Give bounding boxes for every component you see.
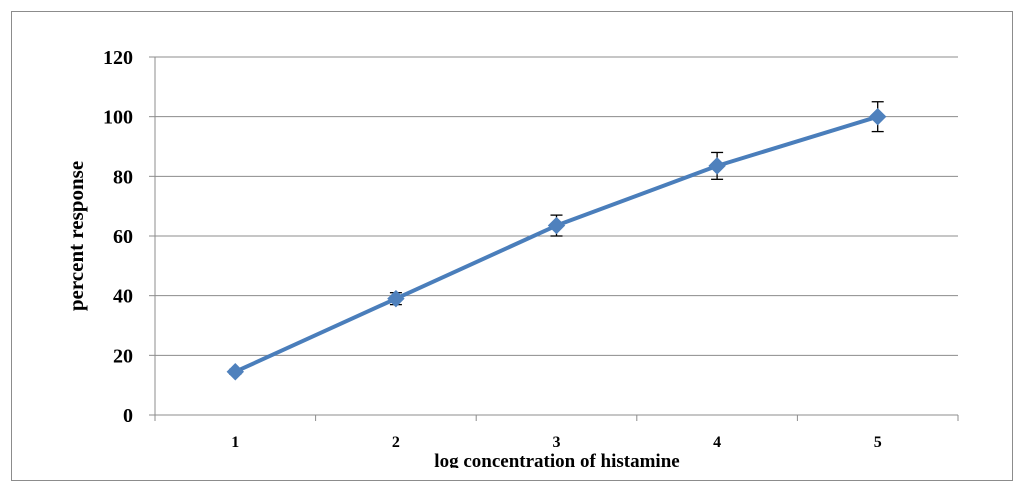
data-series: [226, 101, 887, 381]
line-chart: 0 20 40 60 80 100 120 1 2 3 4 5 percent response l…: [64, 47, 959, 468]
y-tick-label: 80: [113, 166, 133, 188]
x-tick-label: 5: [874, 434, 882, 451]
x-tick-labels: 1 2 3 4 5: [231, 434, 881, 451]
series-line: [233, 114, 880, 374]
y-tick-label: 40: [113, 286, 133, 308]
gridlines: [155, 56, 958, 356]
data-point-marker: [708, 157, 726, 175]
y-tick-label: 0: [123, 405, 133, 427]
x-tick-label: 2: [392, 434, 400, 451]
y-tick-label: 60: [113, 226, 133, 248]
y-tick-labels: 0 20 40 60 80 100 120: [103, 47, 133, 427]
data-point-marker: [226, 363, 245, 381]
y-tick-label: 100: [103, 107, 133, 129]
y-axis-title: percent response: [64, 161, 88, 311]
y-tick-label: 120: [103, 47, 133, 69]
x-tick-label: 4: [713, 434, 721, 451]
y-tick-label: 20: [113, 345, 133, 367]
axes: [149, 56, 959, 421]
data-point-marker: [547, 216, 566, 235]
x-tick-label: 1: [231, 434, 239, 451]
data-point-marker: [387, 289, 405, 308]
x-axis-title: log concentration of histamine: [434, 451, 679, 468]
x-tick-label: 3: [553, 434, 561, 451]
data-point-marker: [868, 107, 887, 126]
